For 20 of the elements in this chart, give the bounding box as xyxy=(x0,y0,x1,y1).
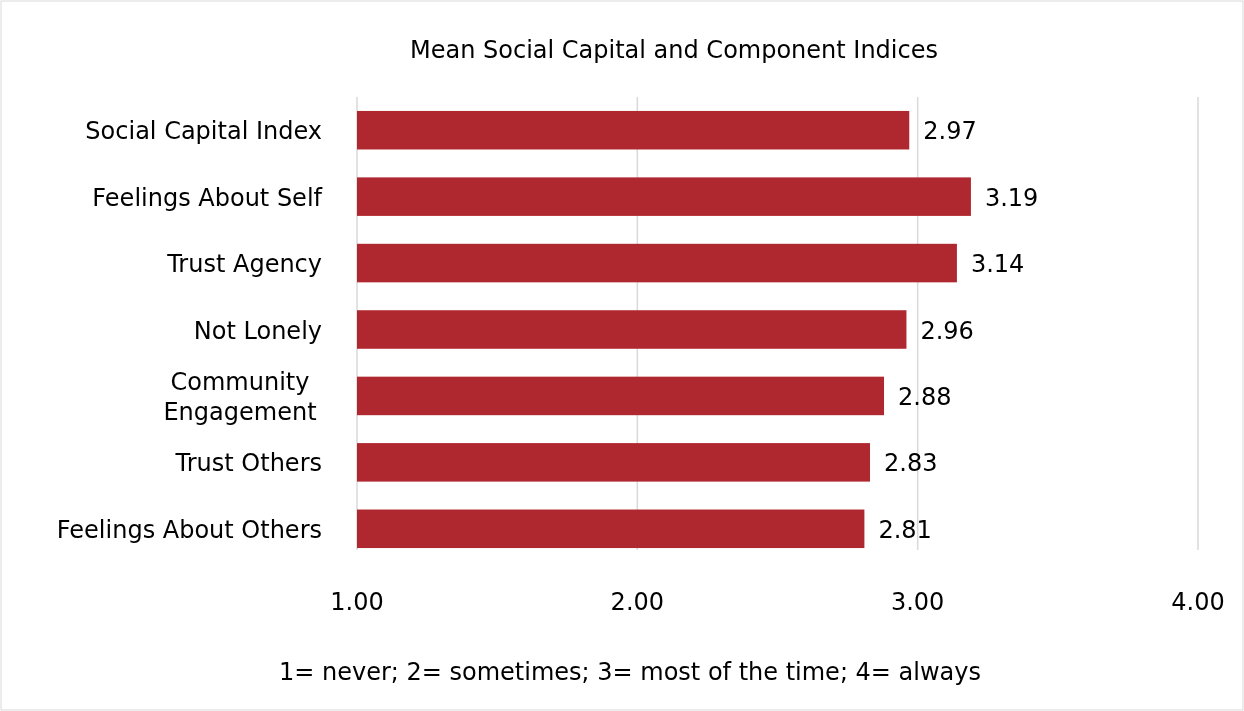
y-tick-label: Community Engagement xyxy=(163,367,317,426)
x-tick-label: 2.00 xyxy=(610,588,665,616)
y-tick-label: Feelings About Self xyxy=(92,183,323,212)
data-label: 2.97 xyxy=(923,117,977,146)
text: 1= never; 2= sometimes; 3= most of the time; 4= always xyxy=(278,658,982,686)
x-tick-label: 3.00 xyxy=(890,588,945,616)
x-tick-label: 1.00 xyxy=(330,588,384,616)
y-tick-label: Trust Others xyxy=(174,449,322,478)
data-label: 2.83 xyxy=(884,449,938,478)
data-label: 3.19 xyxy=(984,183,1039,212)
y-tick-label: Feelings About Others xyxy=(56,515,322,544)
y-tick-label: Social Capital Index xyxy=(85,117,322,146)
chart-title: Mean Social Capital and Component Indices xyxy=(410,36,938,64)
data-label: 2.88 xyxy=(898,382,952,411)
x-tick-label: 4.00 xyxy=(1171,588,1225,616)
y-tick-label: Not Lonely xyxy=(193,316,322,345)
data-label: 2.81 xyxy=(878,515,932,544)
data-label: 2.96 xyxy=(920,316,974,345)
data-label: 3.14 xyxy=(970,250,1025,279)
y-tick-label: Trust Agency xyxy=(166,250,322,279)
